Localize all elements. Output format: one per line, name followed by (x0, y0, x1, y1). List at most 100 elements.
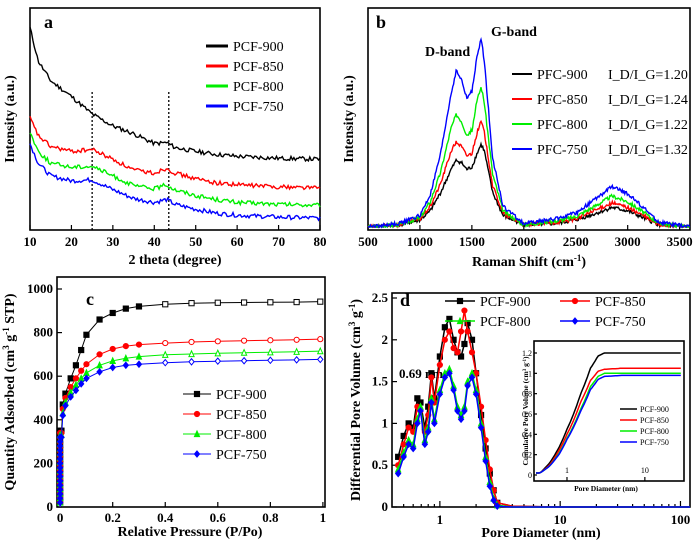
panel-b-legend-ratio: I_D/I_G=1.24 (608, 93, 688, 108)
panel-c-point (317, 336, 324, 343)
panel-b-x-tick-label: 3500 (667, 234, 693, 249)
panel-d-point (464, 381, 471, 390)
panel-d-point (461, 340, 468, 348)
panel-d: d 1 10 100 00.511.522.5 Pore Diameter (nm)… (347, 290, 691, 541)
panel-d-point (450, 345, 457, 352)
panel-c-series-line-pcf-900 (59, 301, 321, 508)
panel-d-inset-y-tick-label: 0.4 (522, 430, 532, 439)
panel-c-point (78, 346, 85, 354)
panel-d-point (494, 502, 501, 511)
panel-c-y-tick-label: 600 (34, 368, 54, 383)
panel-a-frame (29, 7, 321, 231)
panel-a-x-tick-label: 10 (24, 234, 37, 249)
panel-c-letter: c (86, 289, 94, 309)
panel-d-legend-marker (456, 316, 464, 325)
panel-d-point (414, 419, 421, 428)
panel-c-point (59, 411, 67, 420)
panel-c-point (240, 337, 248, 344)
panel-c-y-tick-label: 0 (47, 499, 54, 514)
panel-c-point (56, 446, 64, 455)
panel-d-y-tick-label: 1.5 (372, 374, 389, 389)
panel-d-point (477, 423, 485, 432)
panel-c-point (135, 360, 143, 369)
panel-d-point (454, 349, 461, 356)
panel-b-x-tick-label: 1000 (407, 234, 433, 249)
panel-b-legend-label: PFC-800 (537, 118, 588, 133)
panel-c-point (72, 375, 80, 382)
panel-c-point (56, 455, 64, 463)
panel-a: a 10 20 30 40 50 60 70 80 2 theta (degree) Inte… (3, 7, 327, 268)
panel-c-point (293, 355, 300, 364)
panel-a-x-title: 2 theta (degree) (128, 253, 221, 268)
panel-c-point (122, 354, 130, 362)
panel-d-inset-y-tick-label: 1.2 (522, 349, 532, 358)
panel-b-series-line-pfc-850 (367, 119, 690, 230)
panel-c-point (162, 301, 169, 308)
panel-d-legend-marker (456, 297, 464, 305)
panel-c-point (56, 450, 64, 459)
panel-c-point (77, 379, 85, 388)
panel-a-series (29, 27, 321, 222)
panel-c-point (240, 299, 248, 306)
panel-d-x-tick-label: 100 (671, 512, 691, 527)
panel-d-point (482, 445, 489, 452)
panel-b-x-tick-label: 2500 (563, 234, 589, 249)
panel-c-y-tick-label: 200 (34, 455, 54, 470)
panel-b-x-ticks: 500 1000 1500 2000 2500 3000 3500 (358, 225, 693, 249)
panel-d-point (428, 374, 435, 381)
panel-c-point (267, 337, 274, 344)
panel-b-annotation-d-band: D-band (425, 45, 470, 60)
panel-c-x-tick-label: 0.4 (157, 510, 174, 525)
panel-a-x-tick-label: 70 (272, 234, 285, 249)
panel-a-x-ticks: 10 20 30 40 50 60 70 80 (24, 225, 327, 249)
panel-c-point (83, 361, 90, 368)
panel-a-series-line-pcf-900 (29, 27, 321, 163)
panel-c-point (317, 355, 324, 364)
panel-c-point (240, 356, 248, 365)
panel-c-y-ticks: 0 200 400 600 800 1000 (27, 281, 62, 514)
panel-d-inset-frame (533, 340, 685, 482)
panel-d-inset-legend-label: PCF-800 (640, 427, 669, 436)
panel-d-point (457, 353, 465, 360)
panel-c-point (56, 472, 64, 481)
panel-d-legend-label: PCF-800 (480, 315, 531, 330)
panel-a-x-tick-label: 40 (148, 234, 161, 249)
panel-c-legend: PCF-900 PCF-850 PCF-800 PCF-750 (183, 388, 267, 463)
panel-c-series (56, 298, 324, 508)
panel-c-point (317, 298, 324, 305)
panel-d-inset-x-tick-label: 1 (565, 466, 569, 475)
panel-b-legend-ratio: I_D/I_G=1.32 (608, 143, 688, 158)
panel-c-point (56, 485, 64, 494)
panel-c-x-ticks: 0 0.2 0.4 0.6 0.8 1 (57, 502, 326, 525)
panel-c-y-tick-label: 800 (34, 325, 54, 340)
panel-c-x-tick-label: 0.2 (105, 510, 121, 525)
panel-b-legend: PFC-900 I_D/I_G=1.20 PFC-850 I_D/I_G=1.24 PF… (512, 68, 688, 158)
panel-c-point (96, 367, 103, 376)
panel-d-point (441, 324, 448, 331)
panel-b-x-tick-label: 2000 (511, 234, 537, 249)
panel-c-y-title: Quantity Adsorbed (cm3 g-1 STP) (1, 293, 18, 490)
panel-c-legend-label: PCF-850 (216, 408, 267, 423)
panel-d-y-tick-label: 2.5 (372, 290, 389, 305)
panel-d-inset-series (536, 352, 681, 474)
panel-b-series (367, 36, 691, 230)
panel-d-y-title: Differential Pore Volume (cm3 g-1) (347, 299, 364, 501)
panel-c-point (188, 357, 195, 366)
panel-d-inset-y-tick-label: 0.6 (522, 410, 532, 419)
panel-b-letter: b (376, 12, 386, 32)
panel-d-point (394, 469, 402, 478)
panel-c-point (72, 386, 80, 395)
panel-d-inset-series-line-pcf-900 (536, 352, 681, 474)
panel-a-legend-label: PCF-850 (233, 60, 284, 75)
panel-c-legend-label: PCF-900 (216, 388, 267, 403)
panel-d-point (450, 386, 457, 394)
panel-d-inset-legend-label: PCF-750 (640, 438, 669, 447)
panel-d-legend-marker (571, 317, 579, 325)
panel-d-inset: 1 10 0 0.2 0.4 0.6 0.8 1 1.2 Pore Diameter (nm)… (521, 340, 685, 493)
panel-c-point (122, 343, 129, 350)
panel-d-y-tick-label: 1 (382, 415, 389, 430)
panel-c-point (214, 299, 221, 306)
panel-d-point (477, 411, 485, 419)
panel-d-point (436, 353, 443, 360)
